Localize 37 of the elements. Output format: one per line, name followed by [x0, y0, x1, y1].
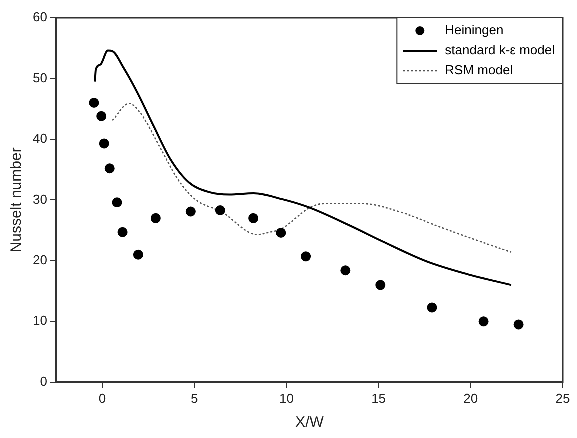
point [186, 206, 196, 217]
y-tick-label: 40 [32, 131, 48, 146]
legend-label: Heiningen [445, 22, 504, 38]
y-tick-label: 30 [32, 192, 48, 207]
y-tick-label: 10 [32, 313, 48, 328]
y-tick-label: 50 [32, 70, 48, 86]
x-axis-title: X/W [296, 414, 325, 432]
point [478, 316, 489, 327]
line-series [112, 102, 512, 254]
x-tick-label: 10 [279, 390, 294, 406]
point [96, 111, 107, 122]
legend-label: RSM model [445, 62, 514, 78]
point [133, 250, 144, 260]
point [118, 227, 128, 238]
point [89, 98, 100, 108]
point [150, 213, 161, 224]
x-tick-label: 15 [372, 390, 386, 406]
point [427, 302, 438, 313]
point [215, 206, 226, 216]
y-tick-label: 0 [40, 374, 48, 389]
y-tick-label: 20 [32, 252, 48, 268]
x-tick-label: 5 [190, 390, 198, 406]
point [514, 320, 524, 330]
point [301, 252, 312, 262]
point [112, 198, 122, 208]
point [376, 280, 386, 290]
y-tick-label: 60 [32, 10, 48, 25]
point [104, 164, 115, 174]
point [276, 228, 286, 238]
point [340, 266, 351, 276]
point [99, 138, 110, 149]
y-axis-title: Nusselt number [8, 148, 26, 253]
x-tick-label: 20 [464, 390, 478, 406]
x-tick-label: 0 [98, 390, 106, 406]
x-tick-label: 25 [556, 390, 570, 406]
legend-label: standard k-ε model [445, 42, 556, 58]
point [248, 213, 259, 224]
